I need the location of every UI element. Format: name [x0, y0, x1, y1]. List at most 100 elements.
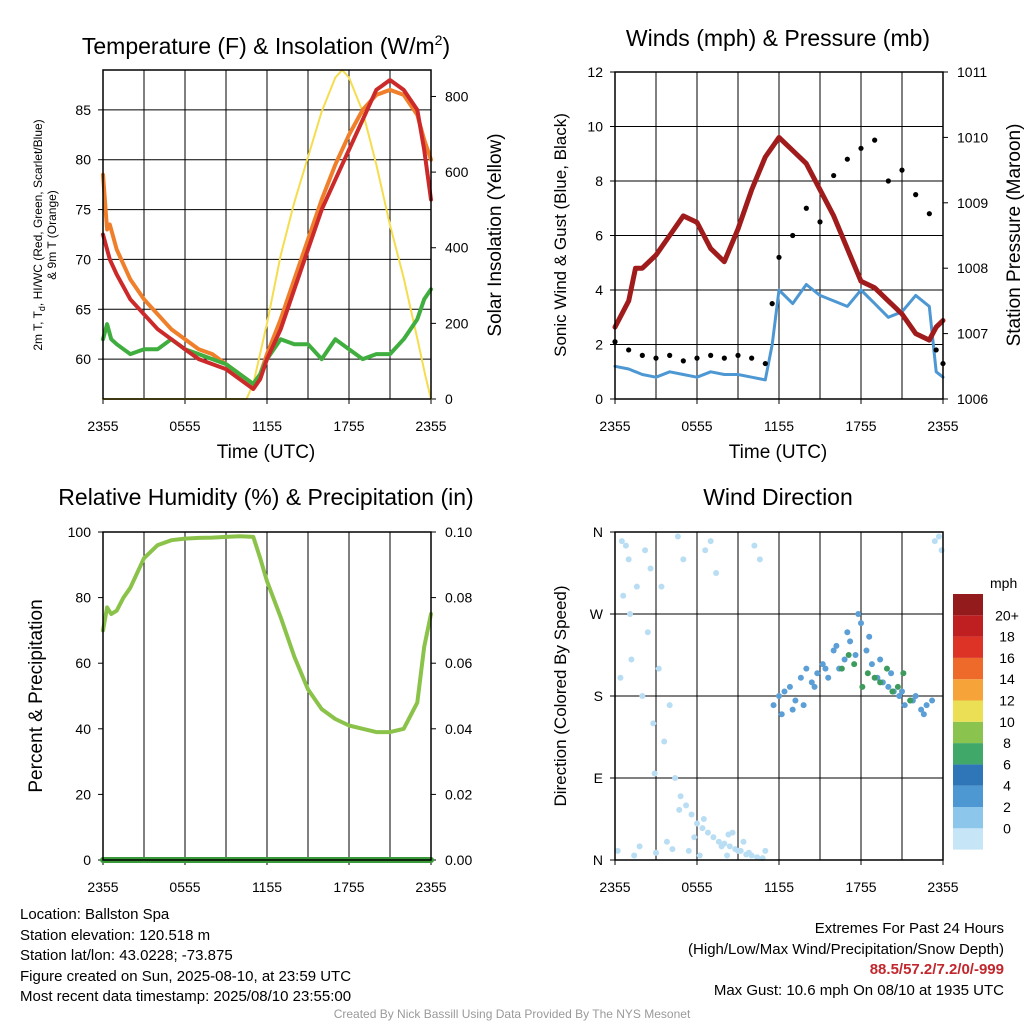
temperature-y-tick-label: 60 [75, 351, 91, 367]
direction-point [833, 642, 840, 649]
temperature-ylabel-left-2: & 9m T (Orange) [45, 190, 59, 280]
colorbar-swatch [953, 764, 983, 786]
pressure-line [612, 134, 946, 343]
speed-colorbar: 0 2 4 6 8 10 12 14 16 18 20+ [953, 594, 1019, 850]
humidity-x-tick-label: 2355 [415, 879, 446, 895]
direction-y-tick-label: N [593, 524, 603, 540]
colorbar-swatch [953, 657, 983, 680]
direction-point [907, 697, 914, 704]
direction-x-tick-label: 1155 [764, 879, 794, 895]
direction-point [883, 665, 890, 672]
gust-point [899, 167, 905, 173]
temperature-panel-title: Temperature (F) & Insolation (W/m2) [82, 32, 450, 59]
gust-point [694, 355, 700, 361]
direction-point [614, 847, 621, 854]
gust-point [626, 347, 632, 353]
direction-point [858, 620, 864, 627]
humidity-y2-tick-label: 0.02 [445, 786, 472, 802]
gust-point [749, 355, 755, 361]
colorbar-label: 2 [1003, 799, 1011, 815]
temperature-x-tick-label: 2355 [415, 418, 446, 434]
gust-point [885, 178, 891, 184]
direction-point [762, 847, 769, 854]
direction-point [885, 683, 892, 690]
recent-timestamp: Most recent data timestamp: 2025/08/10 2… [20, 988, 352, 1005]
direction-point [655, 665, 662, 672]
winds-x-tick-label: 1755 [845, 418, 876, 434]
direction-point [776, 693, 782, 699]
direction-point [661, 738, 668, 745]
winds-y-tick-label: 8 [595, 173, 603, 189]
direction-point [889, 688, 896, 695]
gust-point [872, 137, 878, 143]
direction-x-tick-label: 2355 [599, 879, 630, 895]
humidity-x-tick-label: 1155 [252, 879, 282, 895]
figure-created: Figure created on Sun, 2025-08-10, at 23… [20, 967, 352, 985]
temperature-y-tick-label: 75 [75, 202, 91, 218]
credit-line: Created By Nick Bassill Using Data Provi… [333, 1007, 691, 1021]
direction-point [748, 852, 755, 859]
winds-x-tick-label: 1155 [764, 418, 794, 434]
winds-x-tick-label: 2355 [599, 418, 630, 434]
gust-point [803, 205, 809, 211]
direction-point [617, 674, 624, 681]
temperature-y-tick-label: 85 [75, 102, 91, 118]
direction-point [754, 854, 761, 861]
direction-point [792, 697, 799, 704]
direction-point [877, 656, 884, 663]
colorbar-label: 4 [1003, 778, 1011, 794]
humidity-x-tick-label: 2355 [87, 879, 118, 895]
humidity-y-tick-label: 0 [83, 852, 91, 868]
colorbar-label: 14 [999, 671, 1015, 687]
direction-point [691, 834, 698, 841]
direction-point [803, 665, 810, 672]
winds-ylabel-left: Sonic Wind & Gust (Blue, Black) [551, 113, 570, 357]
direction-point [877, 679, 884, 686]
winds-plot-border [614, 71, 944, 400]
direction-point [737, 847, 744, 854]
direction-point [725, 831, 732, 838]
winds-y-tick-label: 4 [595, 282, 603, 298]
direction-point [628, 656, 635, 663]
direction-point [781, 688, 788, 695]
humidity-y2-tick-label: 0.06 [445, 655, 472, 671]
direction-point [830, 647, 837, 654]
station-latlon: Station lat/lon: 43.0228; -73.875 [20, 947, 233, 964]
direction-y-tick-label: W [590, 606, 604, 622]
direction-point [923, 702, 930, 709]
direction-point [778, 711, 785, 718]
direction-point [912, 693, 919, 699]
direction-point [688, 811, 695, 818]
temperature-ylabel-left: 2m T, Td, HI/WC (Red, Green, Scarlet/Blu… [31, 119, 47, 350]
gust-point [817, 219, 823, 225]
direction-point [901, 702, 908, 709]
direction-point [676, 806, 683, 813]
direction-x-tick-label: 2355 [927, 879, 958, 895]
direction-point [685, 847, 692, 854]
extremes-legend: (High/Low/Max Wind/Precipitation/Snow De… [688, 940, 1004, 958]
humidity-y-tick-label: 40 [75, 721, 91, 737]
gust-point [933, 347, 939, 353]
direction-point [651, 770, 658, 777]
direction-point [852, 652, 859, 658]
temperature-y2-tick-label: 0 [445, 391, 453, 407]
gust-point [762, 360, 768, 367]
direction-point [642, 547, 649, 554]
direction-point [920, 711, 927, 718]
winds-panel-title: Winds (mph) & Pressure (mb) [626, 25, 930, 51]
direction-point [680, 556, 687, 563]
winds-y2-tick-label: 1006 [957, 391, 988, 407]
colorbar-swatch [953, 828, 983, 850]
humidity-y2-tick-label: 0.04 [445, 721, 472, 737]
gust-point [844, 156, 850, 162]
direction-point [864, 670, 871, 677]
direction-point [789, 706, 796, 713]
humidity-y-tick-label: 80 [75, 590, 91, 606]
gust-point [721, 355, 727, 361]
direction-point [696, 852, 703, 859]
temperature-x-tick-label: 1755 [333, 418, 364, 434]
humidity-y2-tick-label: 0.08 [445, 590, 472, 606]
direction-point [732, 846, 739, 853]
humidity-x-tick-label: 1755 [333, 879, 364, 895]
